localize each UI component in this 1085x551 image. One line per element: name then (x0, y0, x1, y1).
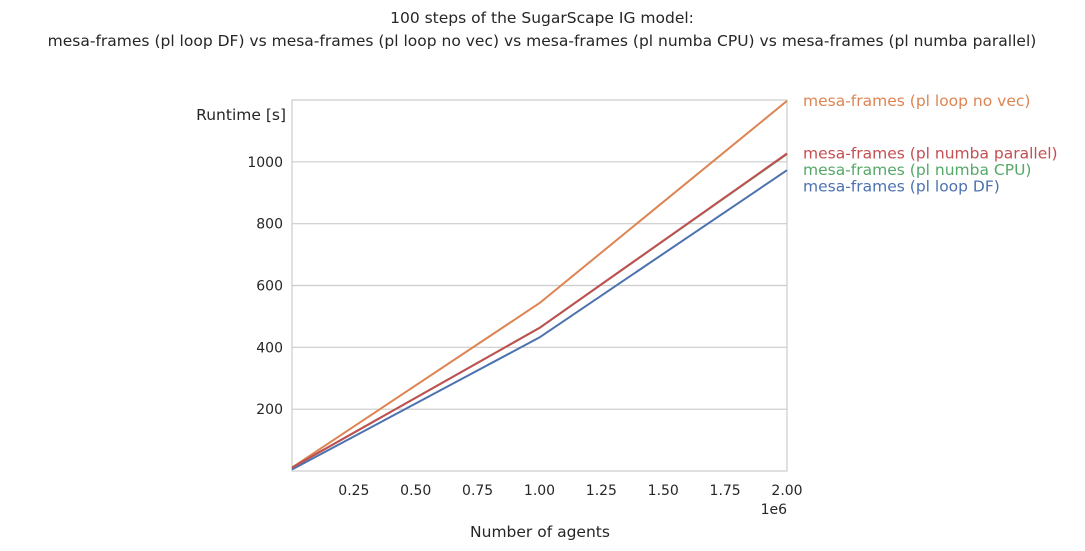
x-tick-label: 1.75 (710, 483, 741, 499)
series-line (291, 152, 788, 469)
series-label: mesa-frames (pl loop DF) (803, 177, 1000, 195)
x-tick-label: 0.50 (400, 483, 431, 499)
x-tick-label: 1.00 (524, 483, 555, 499)
x-tick-label: 1.25 (586, 483, 617, 499)
x-tick-label: 2.00 (771, 483, 802, 499)
x-tick-label: 0.75 (462, 483, 493, 499)
y-tick-label: 400 (256, 340, 283, 356)
y-axis-label: Runtime [s] (196, 106, 286, 124)
chart-subtitle: mesa-frames (pl loop DF) vs mesa-frames … (48, 32, 1037, 50)
y-tick-labels: 200 400 600 800 1000 (247, 155, 283, 418)
chart-title: 100 steps of the SugarScape IG model: (390, 9, 694, 27)
x-tick-label: 0.25 (338, 483, 369, 499)
series-lines (291, 100, 788, 471)
y-tick-label: 800 (256, 217, 283, 233)
series-label: mesa-frames (pl numba parallel) (803, 144, 1058, 162)
series-labels: mesa-frames (pl loop no vec) mesa-frames … (803, 92, 1058, 196)
y-tick-label: 200 (256, 402, 283, 418)
series-label: mesa-frames (pl numba CPU) (803, 161, 1031, 179)
series-line (291, 100, 788, 469)
x-tick-labels: 0.25 0.50 0.75 1.00 1.25 1.50 1.75 2.00 (338, 483, 802, 499)
y-tick-label: 600 (256, 279, 283, 295)
plot-area-frame (291, 99, 788, 472)
x-axis-offset-label: 1e6 (761, 502, 788, 518)
x-tick-label: 1.50 (648, 483, 679, 499)
y-tick-label: 1000 (247, 155, 283, 171)
x-axis-label: Number of agents (470, 523, 610, 541)
series-line (291, 153, 788, 469)
series-line (291, 169, 788, 471)
series-label: mesa-frames (pl loop no vec) (803, 92, 1030, 110)
y-gridlines (292, 161, 787, 410)
